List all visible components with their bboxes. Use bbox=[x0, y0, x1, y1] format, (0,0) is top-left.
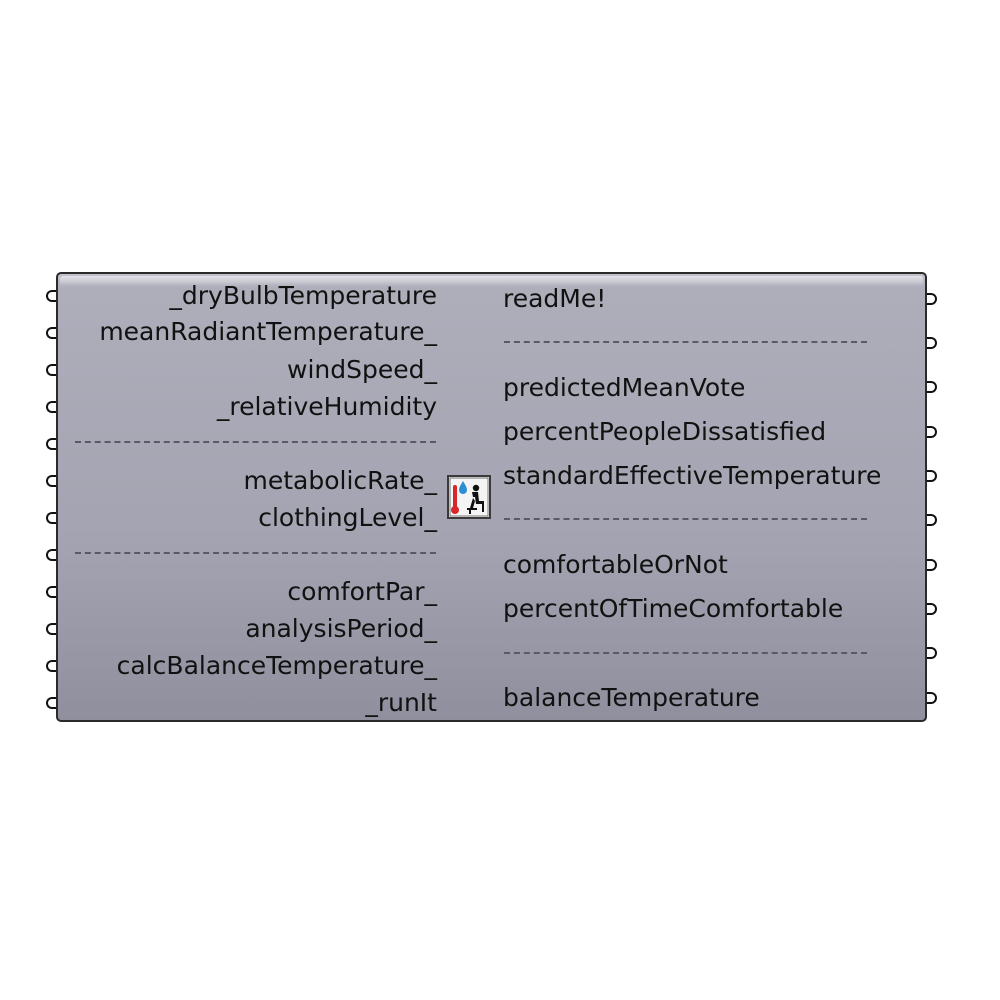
output-port[interactable] bbox=[927, 603, 937, 615]
input-port[interactable] bbox=[46, 512, 56, 524]
input-port[interactable] bbox=[46, 549, 56, 561]
input-relative-humidity: _relativeHumidity bbox=[216, 392, 437, 421]
input-wind-speed: windSpeed_ bbox=[287, 355, 437, 384]
input-port[interactable] bbox=[46, 660, 56, 672]
output-percent-of-time-comfortable: percentOfTimeComfortable bbox=[503, 594, 844, 623]
input-comfort-par: comfortPar_ bbox=[287, 577, 437, 606]
input-calc-balance-temperature: calcBalanceTemperature_ bbox=[116, 651, 437, 680]
input-separator bbox=[75, 552, 436, 554]
input-run-it: _runIt bbox=[365, 688, 437, 717]
output-port[interactable] bbox=[927, 337, 937, 349]
output-balance-temperature: balanceTemperature bbox=[503, 683, 760, 712]
input-port[interactable] bbox=[46, 327, 56, 339]
output-standard-effective-temperature: standardEffectiveTemperature bbox=[503, 461, 882, 490]
thermal-comfort-person-icon[interactable] bbox=[447, 475, 491, 519]
input-dry-bulb-temperature: _dryBulbTemperature bbox=[169, 281, 437, 310]
input-port[interactable] bbox=[46, 290, 56, 302]
output-port[interactable] bbox=[927, 381, 937, 393]
output-port[interactable] bbox=[927, 514, 937, 526]
input-clothing-level: clothingLevel_ bbox=[258, 503, 437, 532]
comfort-component[interactable] bbox=[56, 272, 927, 722]
output-percent-people-dissatisfied: percentPeopleDissatisfied bbox=[503, 417, 827, 446]
input-port[interactable] bbox=[46, 364, 56, 376]
input-port[interactable] bbox=[46, 438, 56, 450]
output-port[interactable] bbox=[927, 647, 937, 659]
input-metabolic-rate: metabolicRate_ bbox=[243, 466, 437, 495]
output-port[interactable] bbox=[927, 426, 937, 438]
input-port[interactable] bbox=[46, 475, 56, 487]
input-port[interactable] bbox=[46, 697, 56, 709]
input-separator bbox=[75, 441, 436, 443]
thermal-comfort-person-icon-graphic bbox=[449, 477, 489, 517]
output-comfortable-or-not: comfortableOrNot bbox=[503, 550, 728, 579]
output-separator bbox=[504, 652, 867, 654]
output-port[interactable] bbox=[927, 293, 937, 305]
output-separator bbox=[504, 341, 867, 343]
input-port[interactable] bbox=[46, 586, 56, 598]
input-mean-radiant-temperature: meanRadiantTemperature_ bbox=[99, 317, 437, 346]
output-port[interactable] bbox=[927, 559, 937, 571]
input-port[interactable] bbox=[46, 401, 56, 413]
output-port[interactable] bbox=[927, 470, 937, 482]
output-readme: readMe! bbox=[503, 284, 607, 313]
output-port[interactable] bbox=[927, 692, 937, 704]
input-port[interactable] bbox=[46, 623, 56, 635]
input-analysis-period: analysisPeriod_ bbox=[245, 614, 437, 643]
output-predicted-mean-vote: predictedMeanVote bbox=[503, 373, 746, 402]
output-separator bbox=[504, 518, 867, 520]
